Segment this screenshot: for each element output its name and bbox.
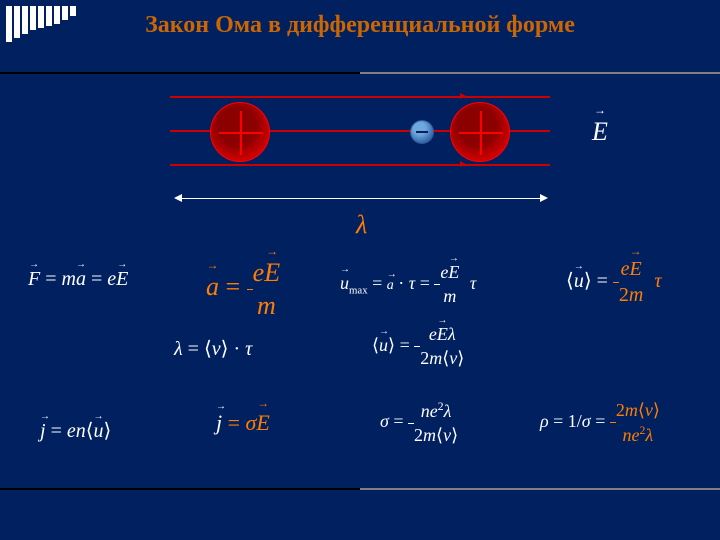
- formula-j2: j = σ→E: [216, 410, 270, 436]
- formula-uavg: u = e→E2m τ: [566, 258, 662, 307]
- rule-bottom: [0, 488, 720, 490]
- formula-j1: j = enu: [40, 418, 111, 443]
- arrow-icon: [460, 161, 466, 167]
- page-title: Закон Ома в дифференциальной форме: [0, 12, 720, 39]
- field-line: [170, 164, 550, 166]
- formula-rho: ρ = 1/σ = 2mvne2λ: [540, 400, 666, 446]
- formula-umax: umax = a · τ = eEm τ: [340, 262, 476, 307]
- field-diagram: [170, 90, 590, 180]
- lambda-span: [180, 198, 540, 199]
- formula-sigma: σ = ne2λ2mv: [380, 400, 464, 446]
- rule-top: [0, 72, 720, 74]
- field-line: [170, 96, 550, 98]
- arrow-icon: [460, 93, 466, 99]
- ion-right: [450, 102, 510, 162]
- electron: [410, 120, 434, 144]
- lambda-label: λ: [356, 210, 367, 240]
- ion-left: [210, 102, 270, 162]
- E-vector-label: →E: [592, 117, 608, 147]
- formula-a: →a = e→Em: [206, 258, 286, 321]
- formula-u-lambda: u = eEλ2mv: [372, 324, 470, 369]
- arrow-left-icon: [174, 194, 182, 202]
- arrow-right-icon: [540, 194, 548, 202]
- formula-lambda: λ = v · τ: [174, 336, 252, 361]
- formula-F: F = ma = eE: [28, 268, 128, 291]
